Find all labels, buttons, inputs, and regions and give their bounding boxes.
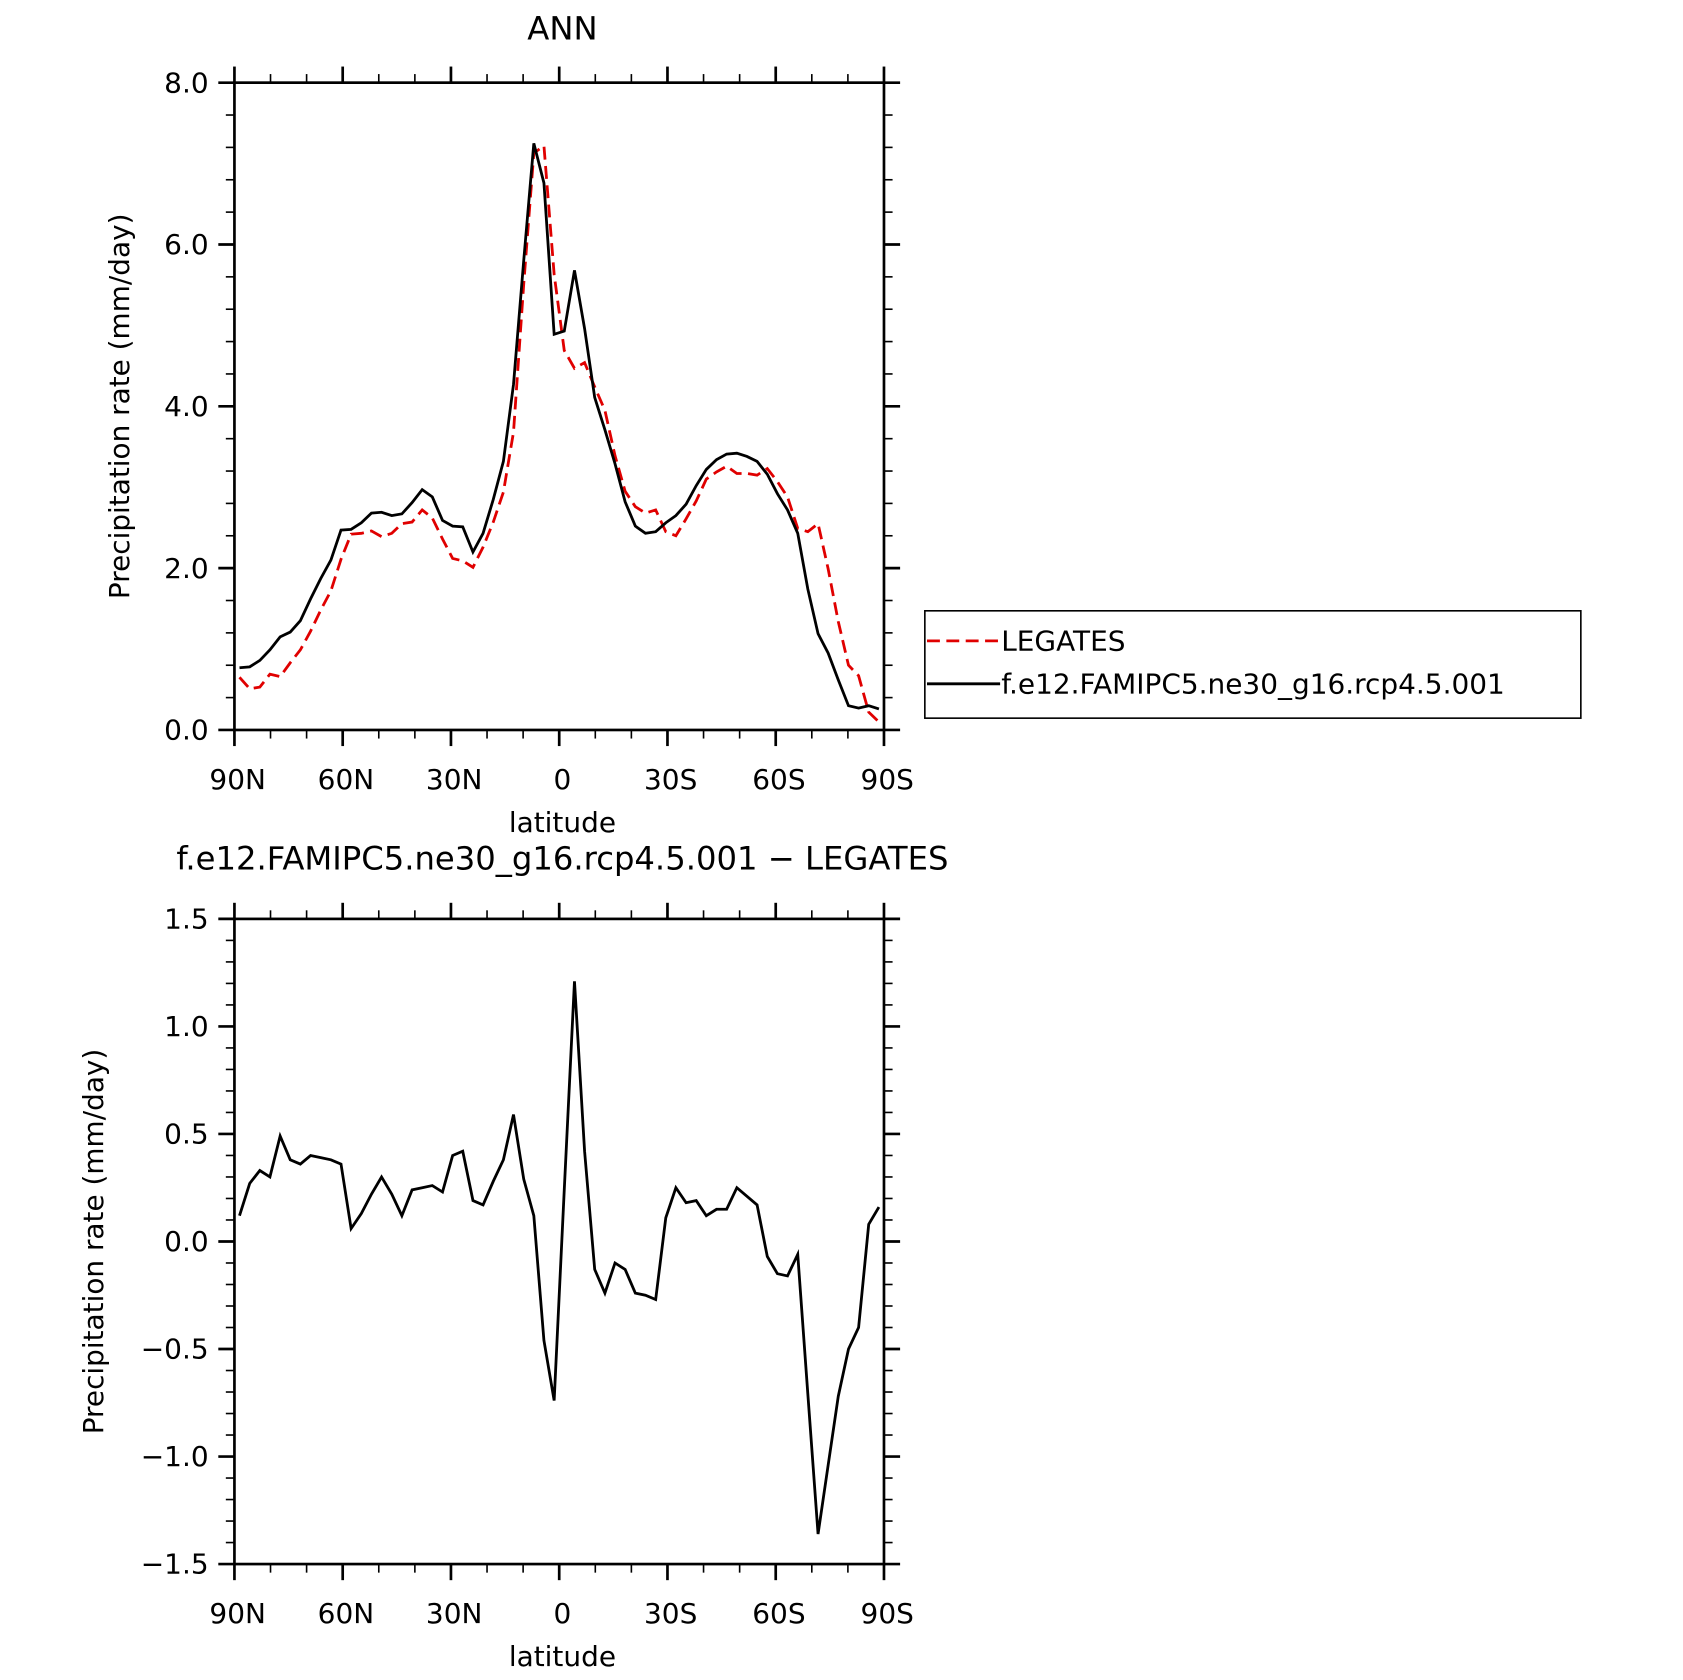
- legend-box: [924, 610, 1582, 719]
- plot-frame: [233, 917, 886, 1566]
- y-tick-label: 6.0: [164, 228, 208, 261]
- x-axis-label: latitude: [509, 1640, 616, 1673]
- y-tick-label: 0.0: [164, 714, 208, 747]
- chart-title: f.e12.FAMIPC5.ne30_g16.rcp4.5.001 − LEGA…: [176, 840, 948, 878]
- y-tick-label: −1.0: [141, 1440, 209, 1473]
- x-tick-label: 30S: [644, 763, 697, 796]
- y-tick-label: 2.0: [164, 552, 208, 585]
- x-tick-label: 90N: [209, 763, 265, 796]
- y-tick-label: 1.0: [164, 1010, 208, 1043]
- x-tick-label: 60S: [752, 1597, 805, 1630]
- x-tick-label: 60S: [752, 763, 805, 796]
- y-tick-label: 8.0: [164, 66, 208, 99]
- x-axis-label: latitude: [509, 806, 616, 839]
- x-tick-label: 90S: [861, 1597, 914, 1630]
- y-axis-label: Precipitation rate (mm/day): [77, 1049, 110, 1435]
- x-tick-label: 90S: [861, 763, 914, 796]
- y-tick-label: −0.5: [141, 1333, 209, 1366]
- data-line: [238, 981, 881, 1535]
- legend-label: f.e12.FAMIPC5.ne30_g16.rcp4.5.001: [1001, 667, 1505, 700]
- x-tick-label: 0: [554, 763, 572, 796]
- x-tick-label: 60N: [318, 1597, 374, 1630]
- x-tick-label: 60N: [318, 763, 374, 796]
- x-tick-label: 30N: [426, 1597, 482, 1630]
- y-tick-label: 0.5: [164, 1118, 208, 1151]
- legend-label: LEGATES: [1001, 625, 1125, 658]
- x-tick-label: 0: [554, 1597, 572, 1630]
- y-tick-label: −1.5: [141, 1548, 209, 1581]
- y-tick-label: 0.0: [164, 1225, 208, 1258]
- chart-title: ANN: [527, 10, 597, 48]
- data-line: [238, 143, 880, 723]
- y-tick-label: 1.5: [164, 903, 208, 936]
- x-tick-label: 30S: [644, 1597, 697, 1630]
- plot-frame: [233, 81, 886, 732]
- x-tick-label: 30N: [426, 763, 482, 796]
- x-tick-label: 90N: [209, 1597, 265, 1630]
- y-tick-label: 4.0: [164, 390, 208, 423]
- y-axis-label: Precipitation rate (mm/day): [103, 214, 136, 600]
- data-line: [239, 142, 880, 711]
